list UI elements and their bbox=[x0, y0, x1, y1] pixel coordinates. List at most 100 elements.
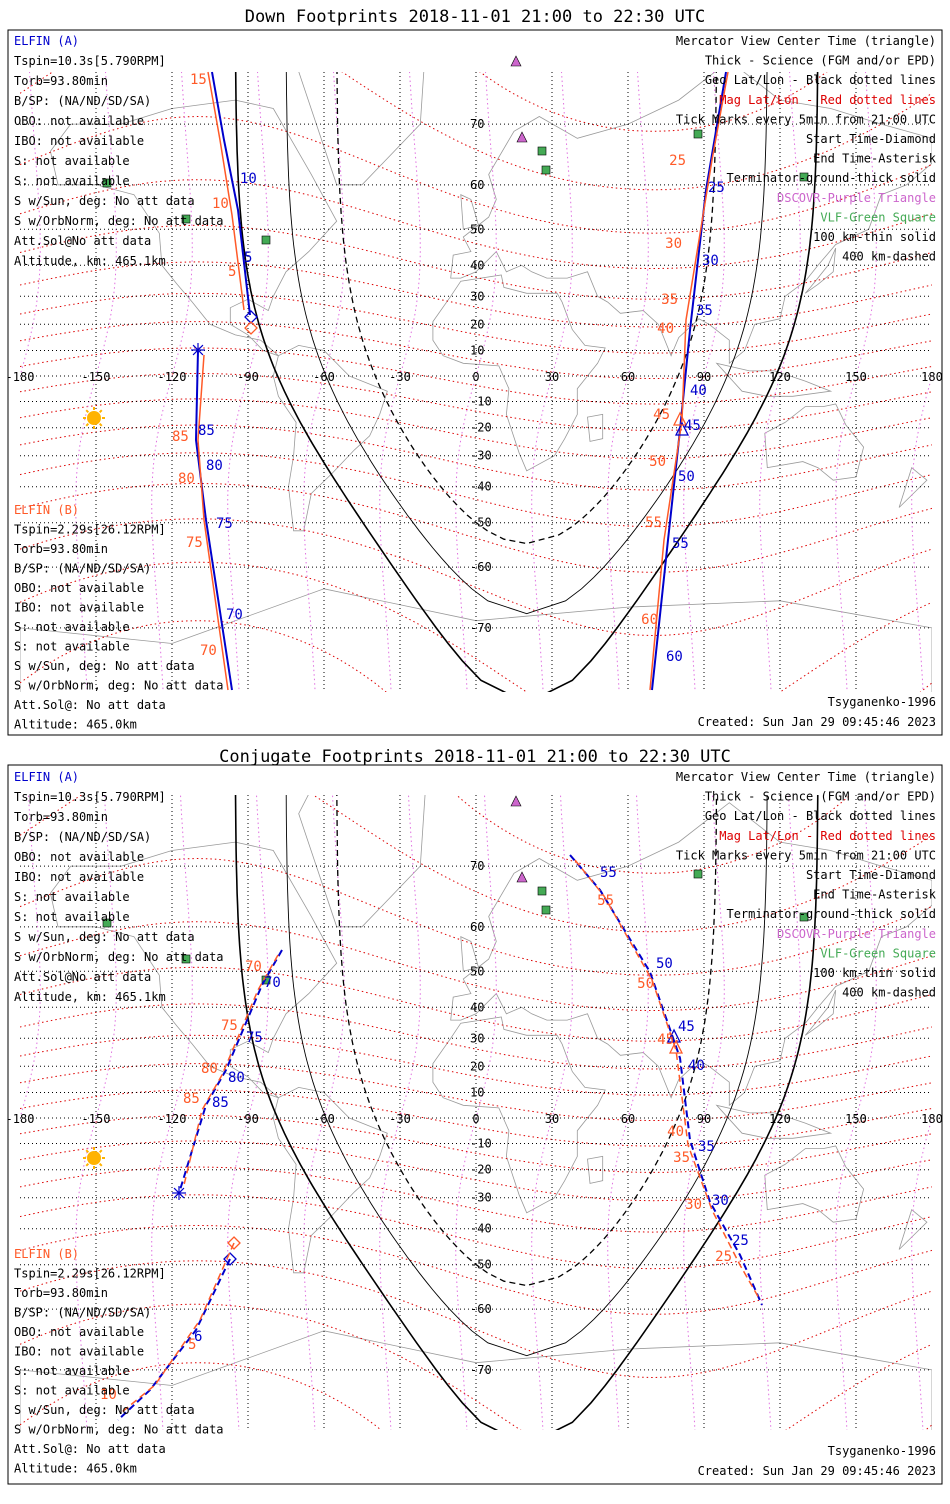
legend-entry: Tick Marks every 5min from 21:00 UTC bbox=[676, 848, 936, 862]
elfin-b-info-line: IBO: not available bbox=[14, 601, 144, 615]
vlf-station-marker bbox=[541, 165, 551, 175]
coastline bbox=[764, 403, 865, 481]
elfin-b-tick-label: 25 bbox=[669, 153, 686, 169]
elfin-a-tick-label: 5 bbox=[244, 250, 252, 266]
coastline bbox=[587, 413, 604, 442]
mag-latitude-line bbox=[20, 561, 932, 692]
coastline bbox=[432, 1016, 606, 1214]
lat-tick-label: 40 bbox=[470, 258, 484, 272]
coastline bbox=[460, 194, 479, 230]
elfin-a-info-line: S: not available bbox=[14, 154, 130, 168]
coastline bbox=[272, 1086, 388, 1274]
sun-ray bbox=[98, 1149, 103, 1154]
lon-tick-label: -60 bbox=[313, 1112, 335, 1126]
lat-tick-label: -70 bbox=[470, 1363, 492, 1377]
mag-latitude-line bbox=[20, 857, 932, 976]
center-time-triangle bbox=[672, 411, 688, 426]
legend-entry: Tick Marks every 5min from 21:00 UTC bbox=[676, 112, 936, 126]
elfin-b-info-line: S w/OrbNorm, deg: No att data bbox=[14, 679, 224, 693]
sun-ray bbox=[98, 409, 103, 414]
map-area bbox=[20, 72, 932, 692]
elfin-a-info-line: S w/OrbNorm, deg: No att data bbox=[14, 214, 224, 228]
elfin-a-header: ELFIN (A) bbox=[14, 34, 79, 48]
elfin-b-tick-label: 40 bbox=[667, 1124, 684, 1140]
elfin-a-track bbox=[179, 949, 283, 1191]
elfin-b-info-line: Torb=93.80min bbox=[14, 542, 108, 556]
sun-ray bbox=[98, 422, 103, 427]
lon-tick-label: -60 bbox=[313, 370, 335, 384]
lat-tick-label: 50 bbox=[470, 964, 484, 978]
legend-entry: DSCOVR-Purple Triangle bbox=[777, 927, 936, 941]
elfin-a-info-line: Tspin=10.3s[5.790RPM] bbox=[14, 54, 166, 68]
lat-tick-label: -20 bbox=[470, 421, 492, 435]
elfin-a-tick-label: 45 bbox=[684, 418, 701, 434]
lat-tick-label: -30 bbox=[470, 1191, 492, 1205]
lon-tick-label: -120 bbox=[158, 370, 187, 384]
elfin-b-info-line: B/SP: (NA/ND/SD/SA) bbox=[14, 1306, 151, 1320]
lon-tick-label: -150 bbox=[82, 370, 111, 384]
lat-tick-label: 70 bbox=[470, 117, 484, 131]
sun-ray bbox=[85, 422, 90, 427]
elfin-a-info-line: Tspin=10.3s[5.790RPM] bbox=[14, 790, 166, 804]
elfin-a-tick-label: 55 bbox=[672, 536, 689, 552]
lon-tick-label: 0 bbox=[472, 1112, 479, 1126]
elfin-a-tick-label: 80 bbox=[228, 1070, 245, 1086]
lat-tick-label: -10 bbox=[470, 1136, 492, 1150]
legend-entry: 100 km-thin solid bbox=[813, 966, 936, 980]
lon-tick-label: 180 bbox=[921, 1112, 943, 1126]
mag-latitude-line bbox=[455, 795, 851, 874]
elfin-a-info-line: S: not available bbox=[14, 890, 130, 904]
elfin-b-info-line: Att.Sol@: No att data bbox=[14, 1442, 166, 1456]
legend-entry: 100 km-thin solid bbox=[813, 230, 936, 244]
elfin-b-tick-label: 45 bbox=[653, 407, 670, 423]
elfin-b-tick-label: 25 bbox=[715, 1249, 732, 1265]
sun-ray bbox=[85, 409, 90, 414]
coastline bbox=[20, 1330, 932, 1430]
elfin-b-tick-label: 55 bbox=[597, 893, 614, 909]
coastline bbox=[898, 467, 928, 508]
elfin-b-info-line: Altitude: 465.0km bbox=[14, 1462, 137, 1476]
elfin-b-tick-label: 40 bbox=[657, 321, 674, 337]
sun-ray bbox=[98, 1162, 103, 1167]
lat-tick-label: 50 bbox=[470, 222, 484, 236]
mag-latitude-line bbox=[20, 1362, 932, 1430]
elfin-b-info-line: S: not available bbox=[14, 620, 130, 634]
elfin-b-tick-label: 5 bbox=[188, 1337, 196, 1353]
elfin-a-tick-label: 85 bbox=[198, 423, 215, 439]
lat-tick-label: -30 bbox=[470, 449, 492, 463]
lat-tick-label: 20 bbox=[470, 317, 484, 331]
elfin-b-info-line: S w/Sun, deg: No att data bbox=[14, 659, 195, 673]
elfin-b-info-line: S w/OrbNorm, deg: No att data bbox=[14, 1423, 224, 1437]
lon-tick-label: 30 bbox=[545, 370, 559, 384]
lon-tick-label: 150 bbox=[845, 370, 867, 384]
elfin-a-info-line: OBO: not available bbox=[14, 114, 144, 128]
lon-tick-label: 60 bbox=[621, 1112, 635, 1126]
elfin-a-tick-label: 40 bbox=[690, 383, 707, 399]
coastline bbox=[49, 99, 338, 357]
mag-latitude-line bbox=[20, 372, 932, 431]
legend-entry: Thick - Science (FGM and/or EPD) bbox=[705, 790, 936, 804]
lon-tick-label: -30 bbox=[389, 370, 411, 384]
panel-title: Down Footprints 2018-11-01 21:00 to 22:3… bbox=[245, 7, 706, 27]
sun-icon bbox=[87, 411, 101, 425]
elfin-a-tick-label: 80 bbox=[206, 458, 223, 474]
lon-tick-label: -180 bbox=[6, 1112, 35, 1126]
elfin-a-info-line: Torb=93.80min bbox=[14, 810, 108, 824]
mag-latitude-line bbox=[20, 1003, 932, 1070]
elfin-b-tick-label: 5 bbox=[228, 264, 236, 280]
lat-tick-label: 30 bbox=[470, 1031, 484, 1045]
elfin-a-info-line: S: not available bbox=[14, 910, 130, 924]
elfin-b-tick-label: 30 bbox=[665, 236, 682, 252]
coastline bbox=[804, 247, 837, 294]
mag-latitude-line bbox=[20, 452, 932, 528]
lat-tick-label: 20 bbox=[470, 1059, 484, 1073]
legend-entry: End Time-Asterisk bbox=[813, 152, 937, 166]
terminator-ground bbox=[234, 795, 819, 1430]
legend-entry: Geo Lat/Lon - Black dotted lines bbox=[705, 809, 936, 823]
vlf-station-marker bbox=[102, 178, 112, 188]
mag-longitude-line bbox=[20, 72, 41, 378]
elfin-a-track bbox=[651, 71, 727, 691]
lon-tick-label: 180 bbox=[921, 370, 943, 384]
lat-tick-label: -10 bbox=[470, 394, 492, 408]
coastline bbox=[450, 72, 932, 365]
